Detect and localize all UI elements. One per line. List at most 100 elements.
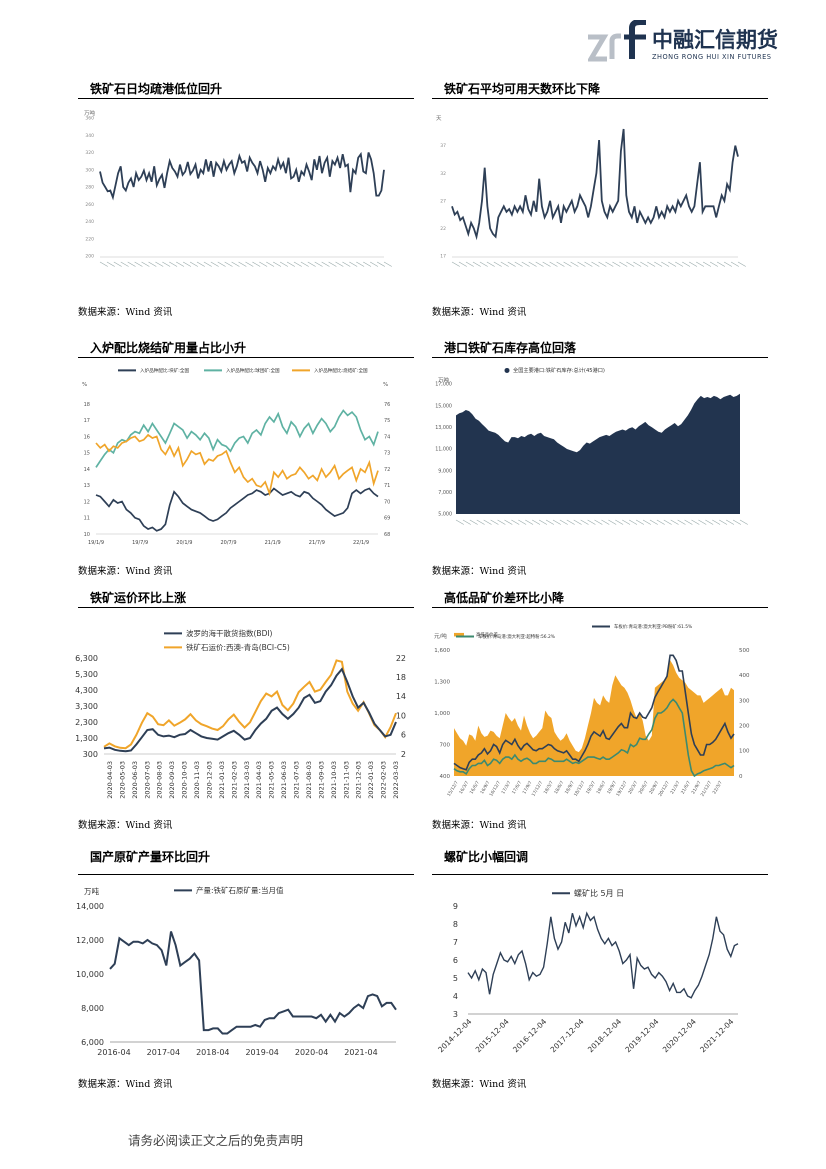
x-tick-label: 2021-08-03 (305, 761, 313, 799)
x-tick-label (245, 261, 254, 267)
x-tick-label (490, 519, 499, 525)
section-title-7: 国产原矿产量环比回升 (90, 850, 211, 864)
x-tick-label (677, 519, 686, 525)
x-tick-label (545, 519, 554, 525)
x-tick-label (598, 261, 607, 267)
x-tick-label (739, 519, 748, 525)
x-tick-label (511, 519, 520, 525)
section-title-1: 铁矿石日均疏港低位回升 (90, 82, 223, 96)
x-tick-label: 2021-12-03 (355, 761, 363, 799)
x-tick-label: 2022-01-03 (367, 761, 375, 799)
y-tick-label: 68 (384, 532, 390, 538)
source-note-4: 数据来源：Wind 资讯 (432, 566, 527, 577)
x-tick-label: 2021-01-03 (218, 761, 226, 799)
x-tick-label (577, 261, 586, 267)
x-tick-label (668, 261, 677, 267)
x-tick-label (252, 261, 261, 267)
brand-name-cn: 中融汇信期货 (652, 28, 778, 52)
x-tick-label: 2019-12-04 (623, 1017, 660, 1054)
y-tick-label: 7 (453, 938, 458, 947)
x-tick-label (719, 519, 728, 525)
x-tick-label (626, 261, 635, 267)
x-tick-label (451, 261, 460, 267)
logo-mark-icon (588, 20, 646, 62)
x-tick-label (314, 261, 323, 267)
section-title-3: 入炉配比烧结矿用量占比小升 (90, 341, 247, 355)
x-tick-label: 15/12/7 (446, 780, 460, 798)
y-tick-label: 300 (83, 750, 98, 759)
x-tick-label (698, 519, 707, 525)
x-tick-label (689, 261, 698, 267)
x-tick-label (601, 519, 610, 525)
y-tick-label: 400 (440, 774, 451, 780)
x-tick-label: 2021-06-03 (280, 761, 288, 799)
legend-label: 高低品价差 (476, 631, 499, 638)
section-title-8: 螺矿比小幅回调 (444, 850, 529, 864)
x-tick-label (737, 261, 746, 267)
x-tick-label: 2016-04 (97, 1048, 130, 1057)
y-tick-label: 300 (85, 167, 94, 173)
x-tick-label (518, 519, 527, 525)
x-tick-label (476, 519, 485, 525)
series-line (453, 654, 735, 771)
series-line (453, 698, 735, 778)
y-tick-label: 13 (84, 483, 90, 489)
x-tick-label (705, 519, 714, 525)
x-tick-label (300, 261, 309, 267)
x-tick-label (465, 261, 474, 267)
y-tick-label: 3,300 (75, 702, 98, 711)
x-tick-label (591, 261, 600, 267)
x-tick-label (563, 261, 572, 267)
x-tick-label (615, 519, 624, 525)
y-tick-label: 14 (84, 467, 90, 473)
y-tick-label: 14,000 (76, 902, 104, 911)
x-tick-label (231, 261, 240, 267)
y-tick-label: 15,000 (435, 403, 452, 409)
x-tick-label (566, 519, 575, 525)
x-tick-label: 2021-04-03 (255, 761, 263, 799)
x-tick-label (356, 261, 365, 267)
x-tick-label (656, 519, 665, 525)
x-tick-label (608, 519, 617, 525)
x-tick-label (670, 519, 679, 525)
source-note-6: 数据来源：Wind 资讯 (432, 820, 527, 831)
x-tick-label: 2020-12-04 (661, 1017, 698, 1054)
x-tick-label (120, 261, 129, 267)
section-rule-6 (432, 607, 768, 608)
y-tick-label: 37 (440, 143, 446, 149)
x-tick-label (196, 261, 205, 267)
x-tick-label (238, 261, 247, 267)
x-tick-label (286, 261, 295, 267)
y-tick-label: 7,000 (438, 490, 452, 496)
x-tick-label: 2020-11-03 (193, 761, 201, 799)
y-tick-label: 260 (85, 202, 94, 208)
y-axis-unit: 天 (436, 115, 442, 122)
x-tick-label (532, 519, 541, 525)
x-tick-label: 21/1/9 (265, 540, 281, 546)
series-line (109, 931, 397, 1035)
chart-rebar-ore-ratio: 螺矿比 5月 日 3 4 5 6 7 8 9 2014-12-04 2015-12-04 2016-… (436, 888, 739, 1054)
series-line (95, 487, 379, 532)
x-tick-label (224, 261, 233, 267)
legend-swatch (504, 367, 510, 373)
section-title-4: 港口铁矿石库存高位回落 (444, 341, 577, 355)
x-tick-label (552, 519, 561, 525)
y-tick-label: 27 (440, 198, 446, 204)
x-tick-label: 2014-12-04 (436, 1017, 473, 1054)
x-tick-label (507, 261, 516, 267)
legend-label: 铁矿石运价:西澳-青岛(BCI-C5) (186, 642, 290, 652)
x-tick-label (542, 261, 551, 267)
x-tick-label (99, 261, 108, 267)
x-tick-label (279, 261, 289, 267)
x-tick-label (500, 261, 509, 267)
y-tick-label: 76 (384, 402, 390, 408)
y-tick-label: 22 (396, 654, 406, 663)
x-tick-label (684, 519, 693, 525)
y-tick-label: 0 (739, 774, 743, 780)
y-tick-label: 2 (401, 750, 406, 759)
x-tick-label (369, 261, 379, 267)
y-tick-label: 100 (739, 749, 750, 755)
y-tick-label: 6 (401, 731, 406, 740)
chart-domestic-ore-output: 万吨 产量:铁矿石原矿量:当月值 6,000 8,000 10,000 12,000 14,… (76, 885, 397, 1057)
x-tick-label (730, 261, 739, 267)
